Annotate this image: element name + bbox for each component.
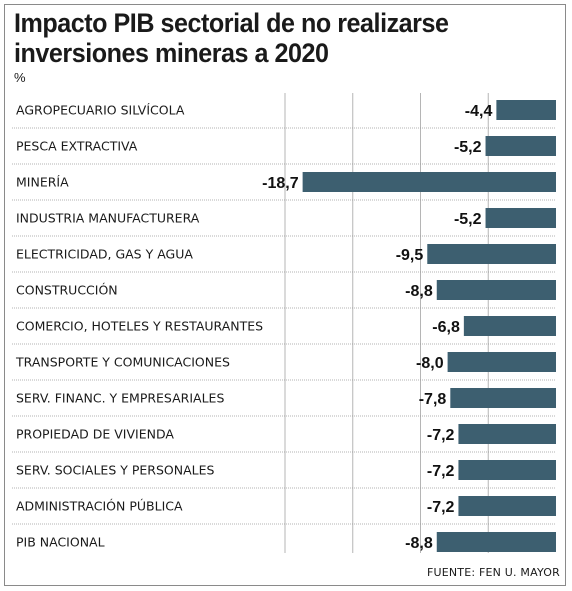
value-label: -5,2 <box>454 139 482 156</box>
bar <box>302 172 556 192</box>
value-label: -6,8 <box>432 319 460 336</box>
category-label: MINERÍA <box>16 175 69 190</box>
category-label: COMERCIO, HOTELES Y RESTAURANTES <box>16 319 263 334</box>
category-label: CONSTRUCCIÓN <box>16 283 118 298</box>
bar <box>436 532 556 552</box>
category-label: PIB NACIONAL <box>16 535 105 550</box>
chart-title: Impacto PIB sectorial de no realizarse i… <box>14 8 449 68</box>
category-label: ADMINISTRACIÓN PÚBLICA <box>16 499 183 514</box>
source-note: FUENTE: FEN U. MAYOR <box>426 566 560 579</box>
category-label: AGROPECUARIO SILVÍCOLA <box>16 103 185 118</box>
bar <box>447 352 556 372</box>
value-label: -8,0 <box>416 355 444 372</box>
bar <box>450 388 556 408</box>
value-label: -18,7 <box>262 175 299 192</box>
bar <box>485 136 556 156</box>
value-label: -8,8 <box>405 535 433 552</box>
value-label: -8,8 <box>405 283 433 300</box>
bar <box>427 244 556 264</box>
value-label: -7,2 <box>427 499 455 516</box>
value-label: -7,2 <box>427 463 455 480</box>
category-label: ELECTRICIDAD, GAS Y AGUA <box>16 247 193 262</box>
bar <box>436 280 556 300</box>
category-label: PESCA EXTRACTIVA <box>16 139 138 154</box>
bar <box>496 100 556 120</box>
value-label: -5,2 <box>454 211 482 228</box>
bar <box>485 208 556 228</box>
bar <box>458 460 556 480</box>
bar <box>458 496 556 516</box>
category-label: INDUSTRIA MANUFACTURERA <box>16 211 200 226</box>
value-label: -4,4 <box>465 103 493 120</box>
category-label: SERV. SOCIALES Y PERSONALES <box>16 463 214 478</box>
value-label: -9,5 <box>396 247 424 264</box>
category-label: TRANSPORTE Y COMUNICACIONES <box>15 355 230 370</box>
value-label: -7,8 <box>419 391 447 408</box>
bar <box>458 424 556 444</box>
category-label: SERV. FINANC. Y EMPRESARIALES <box>16 391 224 406</box>
unit-label: % <box>14 70 26 85</box>
bar <box>463 316 556 336</box>
value-label: -7,2 <box>427 427 455 444</box>
category-label: PROPIEDAD DE VIVIENDA <box>16 427 174 442</box>
